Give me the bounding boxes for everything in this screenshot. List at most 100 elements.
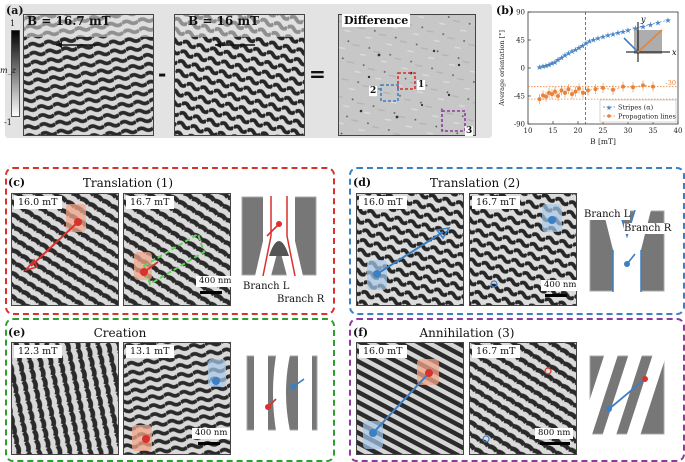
panel-c-title: Translation (1) — [82, 176, 174, 190]
panel-d-title: Translation (2) — [429, 176, 521, 190]
propagation-point — [581, 90, 585, 95]
stripe-point: ★ — [604, 31, 611, 40]
panel-f-schematic — [589, 355, 665, 435]
equals-sign: = — [309, 62, 326, 86]
propagation-point — [570, 92, 574, 97]
stripe-point: ★ — [579, 42, 586, 51]
propagation-point — [544, 94, 548, 99]
panel-d-label: (d) — [353, 176, 372, 189]
x-tick-label: 30 — [624, 127, 633, 135]
stripe-point: ★ — [632, 24, 639, 33]
panel-e-image-1 — [11, 342, 119, 455]
panel-c-tag-2: 16.7 mT — [126, 196, 174, 209]
stripe-point: ★ — [619, 27, 626, 36]
propagation-point — [550, 92, 554, 97]
panel-d-tag-1: 16.0 mT — [359, 196, 407, 209]
panel-f-tag-1: 16.0 mT — [359, 345, 407, 358]
domain-image-16mT — [174, 14, 305, 136]
x-axis-label: B [mT] — [590, 137, 616, 146]
domain-image-16-7mT — [23, 14, 154, 136]
propagation-point — [611, 87, 615, 92]
inset-x-label: x — [672, 48, 677, 57]
panel-d-branch-l: Branch L — [584, 209, 631, 220]
diff-box-2-label: 2 — [369, 86, 378, 96]
panel-e-title: Creation — [93, 326, 147, 340]
colorbar-label: m_z — [0, 66, 16, 75]
propagation-point — [651, 84, 655, 89]
propagation-point — [553, 89, 557, 94]
panel-f-scale-label: 800 nm — [535, 428, 574, 439]
propagation-point — [566, 87, 571, 92]
panel-e-label: (e) — [8, 326, 26, 339]
stripe-point: ★ — [654, 19, 661, 28]
stripe-point: ★ — [548, 59, 555, 68]
panel-e-scale-label: 400 nm — [192, 428, 231, 439]
x-tick-label: 25 — [599, 127, 608, 135]
panel-c-scale-bar — [200, 291, 222, 294]
propagation-point — [541, 93, 545, 98]
panel-c-branch-l: Branch L — [243, 281, 290, 292]
stripe-point: ★ — [539, 62, 546, 71]
inset-orange-arrow — [637, 29, 663, 53]
stripe-point: ★ — [664, 16, 671, 25]
stripe-point: ★ — [639, 22, 646, 31]
panel-d-scale-label: 400 nm — [541, 280, 580, 291]
legend-label: Propagation lines — [618, 113, 676, 121]
diff-box-3-label: 3 — [465, 126, 474, 136]
propagation-point — [621, 84, 625, 89]
diff-box-2 — [380, 84, 399, 102]
stripe-point: ★ — [565, 49, 572, 58]
difference-tag: Difference — [342, 14, 411, 27]
propagation-point — [547, 90, 551, 95]
panel-d-image-1 — [356, 193, 464, 306]
propagation-point — [556, 94, 560, 98]
stripe-point: ★ — [572, 45, 579, 54]
panel-c-label: (c) — [8, 176, 26, 189]
panel-e-tag-2: 13.1 mT — [126, 345, 174, 358]
colorbar-min: -1 — [4, 118, 12, 127]
panel-d-scale-bar — [545, 294, 567, 297]
propagation-point — [559, 88, 564, 93]
x-tick-label: 10 — [524, 127, 533, 135]
inset-blue-arrow — [623, 37, 639, 53]
stripe-point: ★ — [561, 51, 568, 60]
propagation-point — [593, 87, 598, 92]
y-tick-label: 45 — [516, 37, 525, 45]
stripe-point: ★ — [590, 35, 597, 44]
stripe-point: ★ — [624, 26, 631, 35]
diff-box-1 — [397, 72, 416, 90]
panel-d-tag-2: 16.7 mT — [472, 196, 520, 209]
y-axis-label: Average orientation [°] — [498, 30, 506, 107]
stripe-point: ★ — [551, 58, 558, 67]
panel-f-title: Annihilation (3) — [419, 326, 515, 340]
colorbar — [11, 30, 20, 117]
stripe-point: ★ — [614, 29, 621, 38]
image2-field-tag: B = 16 mT — [188, 14, 260, 28]
y-tick-label: 0 — [521, 65, 525, 73]
diff-box-1-label: 1 — [417, 80, 426, 90]
propagation-point — [631, 85, 635, 90]
panel-b-label: (b) — [496, 4, 515, 17]
propagation-point — [601, 85, 605, 90]
x-tick-label: 40 — [674, 127, 683, 135]
panel-f-scale-bar — [540, 442, 570, 445]
panel-c-tag-1: 16.0 mT — [14, 196, 62, 209]
propagation-point — [563, 90, 567, 95]
stripe-point: ★ — [609, 30, 616, 39]
colorbar-max: 1 — [10, 19, 16, 28]
panel-f-image-1 — [356, 342, 464, 455]
panel-a-label: (a) — [6, 4, 24, 17]
y-tick-label: -45 — [514, 93, 525, 101]
stripe-point: ★ — [545, 60, 552, 69]
orientation-chart: 10152025303540-90-4504590-30-50★★★★★★★★★… — [498, 9, 683, 147]
legend-marker: ★ — [606, 104, 612, 112]
panel-e-schematic — [246, 355, 318, 431]
image1-field-tag: B = 16.7 mT — [27, 14, 111, 28]
stripe-point: ★ — [542, 62, 549, 71]
x-tick-label: 20 — [574, 127, 583, 135]
propagation-point — [573, 89, 578, 94]
legend-box — [599, 99, 677, 123]
panel-f-label: (f) — [353, 326, 369, 339]
propagation-point — [537, 97, 542, 102]
panel-c-branch-r: Branch R — [277, 294, 325, 305]
